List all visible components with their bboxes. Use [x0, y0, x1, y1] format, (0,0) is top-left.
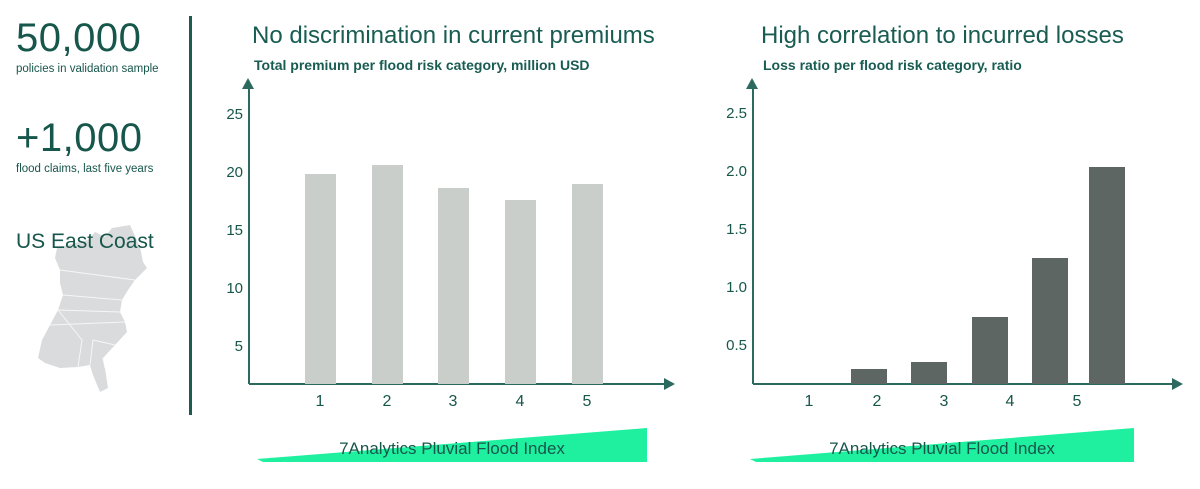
- bar-category-4: [1032, 257, 1068, 384]
- x-axis-arrow-icon: [1172, 378, 1183, 390]
- x-tick-label: 4: [1005, 393, 1015, 410]
- x-tick-label: 5: [582, 393, 592, 410]
- y-axis: [248, 86, 250, 384]
- stat-policies-label: policies in validation sample: [16, 63, 159, 75]
- vertical-divider: [189, 16, 192, 415]
- us-east-coast-map-icon: [38, 225, 147, 392]
- x-axis-arrow-icon: [664, 378, 675, 390]
- bar-category-2: [371, 165, 403, 384]
- bar-category-5: [1089, 167, 1125, 384]
- loss-chart-subtitle: Loss ratio per flood risk category, rati…: [763, 57, 1022, 73]
- x-tick-label: 1: [804, 393, 814, 410]
- x-tick-label: 2: [382, 393, 392, 410]
- y-tick-label: 1.5: [726, 220, 747, 238]
- x-axis: [753, 383, 1173, 385]
- loss-chart-x-axis-label: 7Analytics Pluvial Flood Index: [829, 439, 1055, 458]
- x-tick-label: 4: [515, 393, 525, 410]
- y-tick-label: 15: [226, 221, 243, 239]
- y-tick-label: 10: [226, 279, 243, 297]
- x-axis: [249, 383, 665, 385]
- x-tick-label: 1: [315, 393, 325, 410]
- premium-chart-subtitle: Total premium per flood risk category, m…: [254, 57, 590, 73]
- x-tick-label: 3: [939, 393, 949, 410]
- region-label: US East Coast: [16, 230, 154, 253]
- bar-category-5: [571, 183, 603, 384]
- y-tick-label: 25: [226, 106, 243, 124]
- flood-index-wedge-icon: [750, 428, 1134, 462]
- loss-chart-title: High correlation to incurred losses: [761, 22, 1124, 49]
- x-tick-label: 3: [448, 393, 458, 410]
- stat-claims: +1,000 flood claims, last five years: [16, 118, 153, 175]
- premium-chart-title: No discrimination in current premiums: [252, 22, 655, 49]
- y-tick-label: 2.5: [726, 105, 747, 123]
- bar-category-2: [911, 361, 947, 384]
- bar-category-1: [851, 368, 887, 384]
- y-axis-arrow-icon: [242, 78, 254, 89]
- stat-claims-value: +1,000: [16, 116, 143, 160]
- y-tick-label: 0.5: [726, 336, 747, 354]
- stat-claims-label: flood claims, last five years: [16, 163, 154, 175]
- bar-category-3: [972, 316, 1008, 384]
- y-axis: [752, 86, 754, 384]
- y-tick-label: 2.0: [726, 163, 747, 181]
- stat-policies-value: 50,000: [16, 16, 142, 60]
- stat-policies: 50,000 policies in validation sample: [16, 18, 159, 75]
- bar-category-3: [437, 188, 469, 384]
- x-tick-label: 2: [872, 393, 882, 410]
- y-axis-arrow-icon: [746, 78, 758, 89]
- y-tick-label: 1.0: [726, 278, 747, 296]
- y-tick-label: 5: [234, 337, 243, 355]
- flood-index-wedge-icon: [257, 428, 647, 462]
- premium-chart-x-axis-label: 7Analytics Pluvial Flood Index: [339, 439, 565, 458]
- bar-category-4: [504, 199, 536, 384]
- bar-category-1: [304, 174, 336, 384]
- y-tick-label: 20: [226, 164, 243, 182]
- x-tick-label: 5: [1072, 393, 1082, 410]
